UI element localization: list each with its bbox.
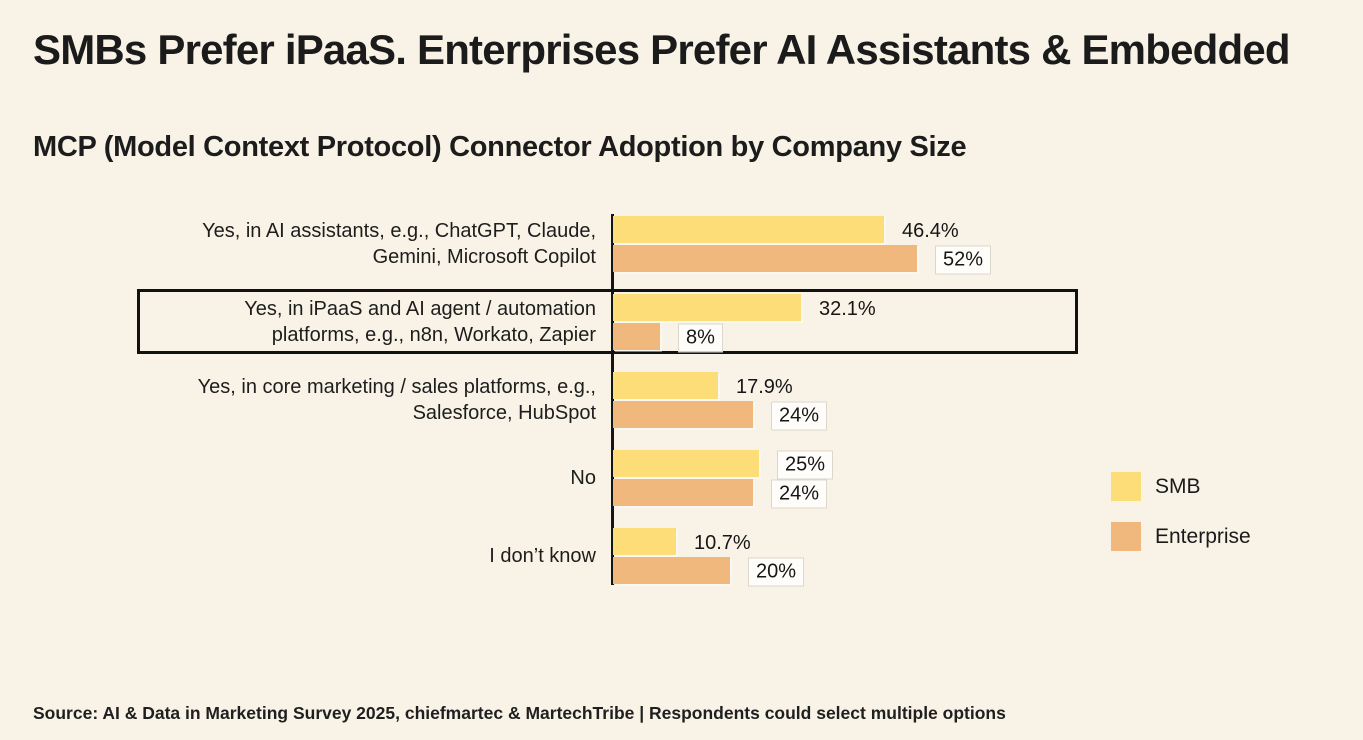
category-label: Yes, in iPaaS and AI agent / automation …	[244, 298, 596, 346]
category-label: Yes, in core marketing / sales platforms…	[197, 376, 596, 424]
y-axis-line	[611, 214, 614, 585]
category-label: Yes, in AI assistants, e.g., ChatGPT, Cl…	[202, 220, 596, 268]
enterprise-bar	[613, 323, 660, 350]
enterprise-value-label: 8%	[678, 323, 723, 352]
legend-item-enterprise: Enterprise	[1111, 522, 1331, 551]
smb-bar	[613, 528, 676, 555]
smb-value-label: 10.7%	[694, 531, 751, 554]
legend-label-enterprise: Enterprise	[1155, 524, 1251, 548]
enterprise-value-label: 20%	[748, 557, 805, 586]
enterprise-value-label: 24%	[771, 401, 828, 430]
smb-bar	[613, 450, 759, 477]
legend: SMB Enterprise	[1111, 472, 1331, 572]
legend-label-smb: SMB	[1155, 474, 1201, 498]
smb-value-label: 46.4%	[902, 219, 959, 242]
enterprise-bar	[613, 401, 753, 428]
smb-bar	[613, 294, 801, 321]
enterprise-bar	[613, 557, 730, 584]
legend-item-smb: SMB	[1111, 472, 1331, 501]
source-note: Source: AI & Data in Marketing Survey 20…	[33, 703, 1006, 723]
page-title: SMBs Prefer iPaaS. Enterprises Prefer AI…	[33, 26, 1291, 73]
enterprise-swatch-icon	[1111, 522, 1141, 551]
smb-value-label: 32.1%	[819, 297, 876, 320]
smb-value-label: 17.9%	[736, 375, 793, 398]
category-label: I don’t know	[489, 545, 596, 567]
smb-value-label: 25%	[777, 450, 834, 479]
enterprise-value-label: 52%	[935, 245, 992, 274]
smb-bar	[613, 216, 884, 243]
highlight-box	[137, 289, 1078, 354]
smb-bar	[613, 372, 718, 399]
category-label: No	[570, 467, 596, 489]
chart-subtitle: MCP (Model Context Protocol) Connector A…	[33, 131, 967, 163]
enterprise-value-label: 24%	[771, 479, 828, 508]
enterprise-bar	[613, 479, 753, 506]
smb-swatch-icon	[1111, 472, 1141, 501]
enterprise-bar	[613, 245, 917, 272]
